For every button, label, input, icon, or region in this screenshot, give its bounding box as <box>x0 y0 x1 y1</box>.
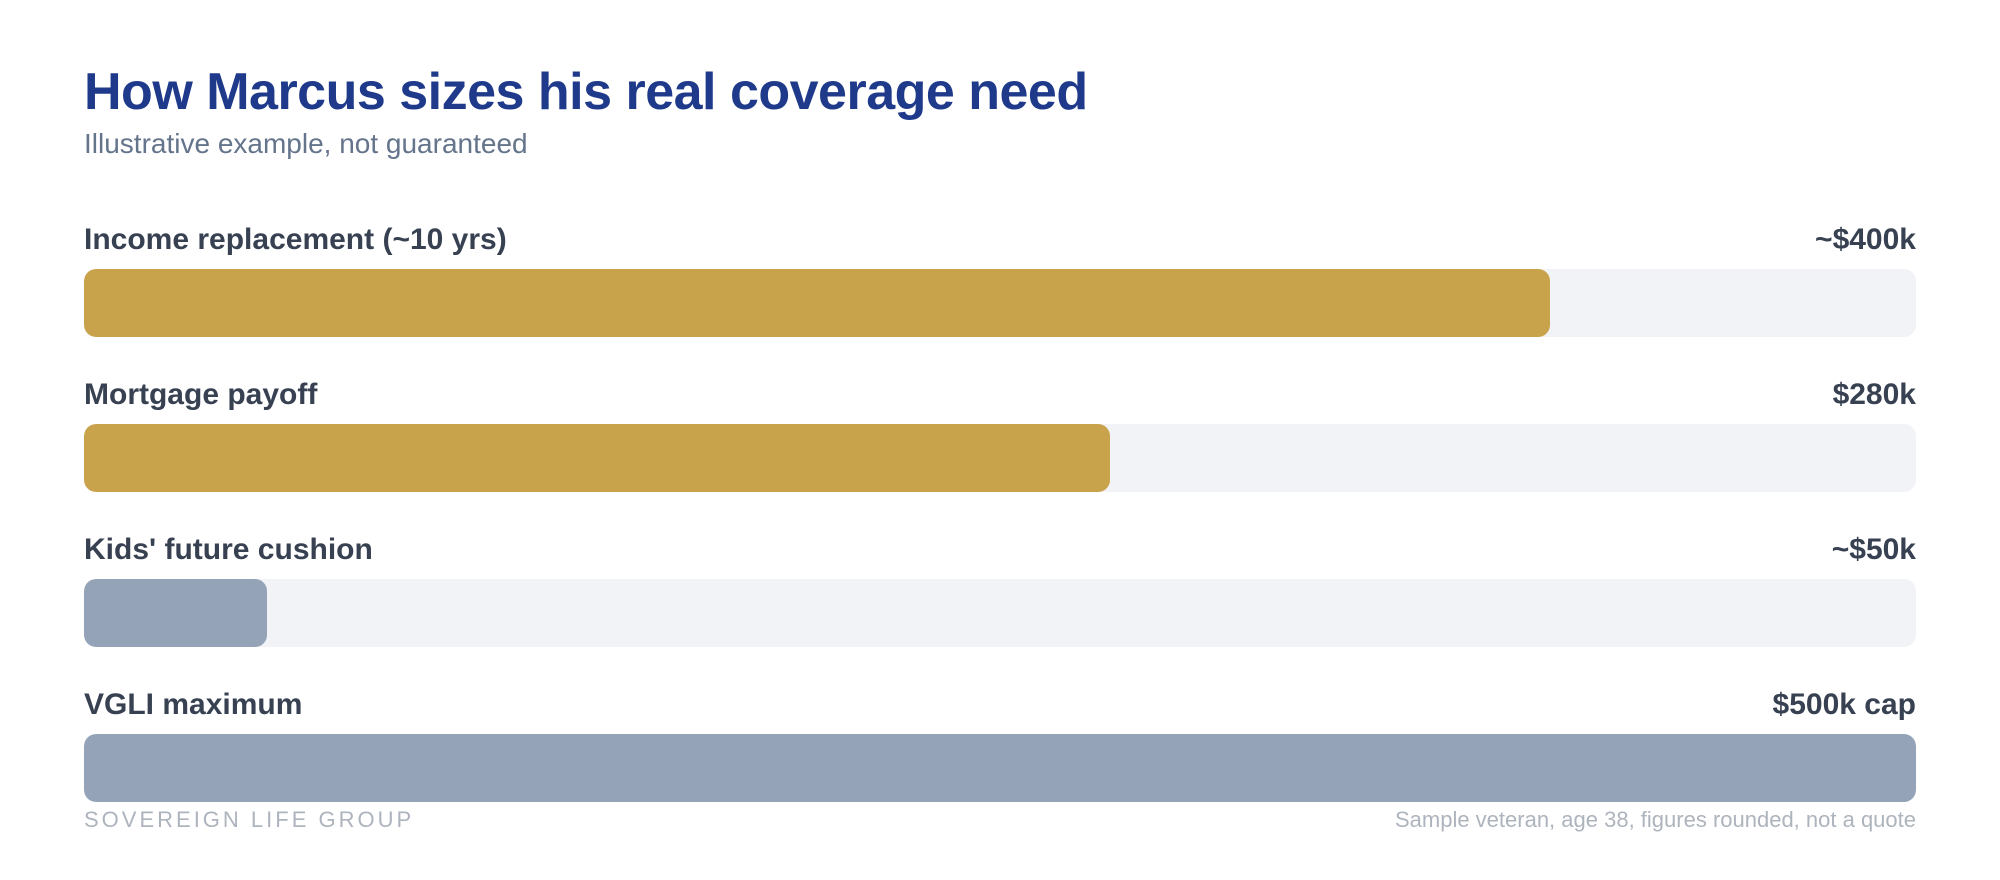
bar-row: Mortgage payoff $280k <box>84 377 1916 497</box>
bar <box>84 734 1916 802</box>
bar-label: Mortgage payoff <box>84 378 318 411</box>
bar-row: Income replacement (~10 yrs) ~$400k <box>84 222 1916 342</box>
disclaimer-footer: Sample veteran, age 38, figures rounded,… <box>1394 807 1916 832</box>
chart-title: How Marcus sizes his real coverage need <box>84 63 1088 121</box>
bar-track <box>84 734 1916 802</box>
bar <box>84 424 1110 492</box>
bar <box>84 579 267 647</box>
bar-value-label: $500k cap <box>1772 688 1916 721</box>
bar-track <box>84 269 1916 337</box>
bar-track <box>84 579 1916 647</box>
brand-footer: SOVEREIGN LIFE GROUP <box>84 807 415 832</box>
bar-track <box>84 424 1916 492</box>
bar-label: Kids' future cushion <box>84 533 373 566</box>
bar-label: Income replacement (~10 yrs) <box>84 223 507 256</box>
chart-subtitle: Illustrative example, not guaranteed <box>84 128 528 159</box>
bar <box>84 269 1550 337</box>
bar-value-label: ~$50k <box>1831 533 1916 566</box>
bar-row: VGLI maximum $500k cap <box>84 687 1916 807</box>
bar-label: VGLI maximum <box>84 688 303 721</box>
bar-value-label: ~$400k <box>1815 223 1916 256</box>
bar-row: Kids' future cushion ~$50k <box>84 532 1916 652</box>
bar-value-label: $280k <box>1832 378 1916 411</box>
chart-card: How Marcus sizes his real coverage need … <box>84 0 1916 880</box>
